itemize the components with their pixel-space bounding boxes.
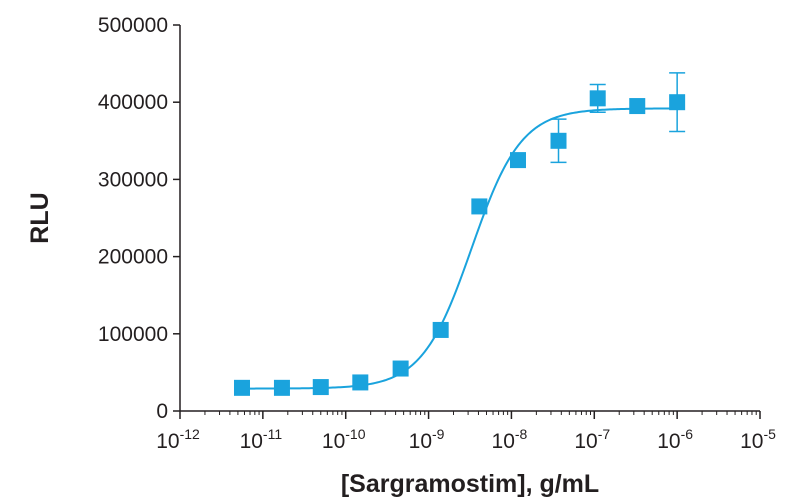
x-tick-label: 10-8 <box>492 426 528 453</box>
x-tick-label: 10-10 <box>322 426 366 453</box>
x-tick-label: 10-12 <box>156 426 200 453</box>
y-tick-label: 0 <box>156 400 168 423</box>
y-tick-label: 500000 <box>98 14 168 37</box>
x-tick-label: 10-6 <box>657 426 693 453</box>
axis-labels: RLU [Sargramostim], g/mL <box>26 192 599 498</box>
data-point <box>352 374 369 391</box>
x-tick-label: 10-11 <box>240 426 283 453</box>
fit-curve-group <box>239 107 680 390</box>
data-point <box>312 379 329 396</box>
data-point <box>629 98 646 115</box>
data-points <box>233 72 686 396</box>
y-tick-label: 400000 <box>98 91 168 114</box>
data-point <box>432 321 449 338</box>
fit-curve <box>239 107 680 390</box>
data-point <box>550 132 567 149</box>
axes: 0 100000 200000 300000 400000 500000 10-12 10-1… <box>98 14 776 453</box>
data-point <box>589 90 606 107</box>
x-tick-label: 10-9 <box>409 426 445 453</box>
data-point <box>233 379 250 396</box>
data-point <box>273 379 290 396</box>
y-tick-label: 100000 <box>98 323 168 346</box>
y-tick-label: 200000 <box>98 246 168 269</box>
data-point <box>392 360 409 377</box>
data-point <box>471 198 488 215</box>
data-point <box>509 152 526 169</box>
y-axis-title: RLU <box>26 192 54 243</box>
y-tick-label: 300000 <box>98 168 168 191</box>
data-point <box>669 94 686 111</box>
x-tick-label: 10-7 <box>574 426 610 453</box>
x-tick-label: 10-5 <box>740 426 776 453</box>
x-axis-title: [Sargramostim], g/mL <box>341 470 599 498</box>
